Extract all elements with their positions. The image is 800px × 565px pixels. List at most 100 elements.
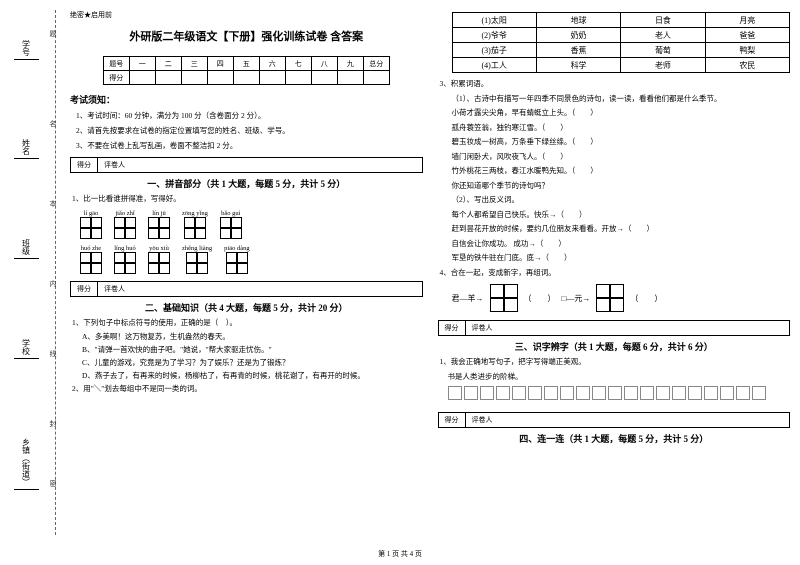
th: 一	[129, 57, 155, 71]
score-col: 评卷人	[98, 282, 131, 296]
th: 六	[259, 57, 285, 71]
bind-text: 本	[48, 200, 58, 207]
cell: 老师	[621, 58, 705, 73]
paren: （ ）	[630, 293, 662, 304]
word-table: (1)太阳地球日食月亮 (2)爷爷奶奶老人爸爸 (3)茄子香蕉葡萄鸭梨 (4)工…	[452, 12, 791, 73]
cell: (3)茄子	[452, 43, 536, 58]
poem: 小荷才露尖尖角，早有蜻蜓立上头。（ ）	[452, 108, 791, 119]
sub: （2）、写出反义词。	[452, 195, 791, 206]
combo-row: 君—羊→ （ ） □—元→ （ ）	[452, 284, 791, 312]
bind-text: 内	[48, 280, 58, 287]
right-column: (1)太阳地球日食月亮 (2)爷爷奶奶老人爸爸 (3)茄子香蕉葡萄鸭梨 (4)工…	[438, 10, 791, 540]
binding-line	[55, 10, 56, 535]
td: 得分	[103, 71, 129, 85]
pinyin: jiǎo zhǐ	[115, 210, 134, 217]
score-box: 得分 评卷人	[70, 157, 423, 173]
question: 3、积累词语。	[440, 79, 791, 90]
th: 八	[311, 57, 337, 71]
pinyin: huó zhe	[81, 245, 101, 252]
side-label: 学号	[21, 40, 32, 56]
cell: (4)工人	[452, 58, 536, 73]
antonym: 每个人都希望自己快乐。快乐→（ ）	[452, 210, 791, 221]
question: 1、比一比看谁拼得准，写得好。	[72, 194, 423, 205]
cell: 葡萄	[621, 43, 705, 58]
question: 1、我会正确地写句子，把字写得端正美观。	[440, 357, 791, 368]
score-col: 评卷人	[466, 321, 499, 335]
score-col: 得分	[439, 321, 466, 335]
th: 四	[207, 57, 233, 71]
pinyin: yōu xiù	[149, 245, 169, 252]
tian-grid	[596, 284, 624, 312]
write-boxes	[448, 386, 791, 400]
pinyin: líng huó	[114, 245, 136, 252]
th: 九	[337, 57, 363, 71]
combo-label: 君—羊→	[452, 293, 484, 304]
section-title: 一、拼音部分（共 1 大题，每题 5 分，共计 5 分）	[70, 177, 423, 190]
pinyin-row: lí gāo jiǎo zhǐ lín jū zōng yǐng bǎo guì	[80, 210, 423, 239]
score-box: 得分 评卷人	[438, 320, 791, 336]
page-footer: 第 1 页 共 4 页	[0, 549, 800, 559]
secret-label: 绝密★启用前	[70, 10, 423, 20]
bind-text: 封	[48, 420, 58, 427]
pinyin: zōng yǐng	[182, 210, 208, 217]
score-box: 得分 评卷人	[70, 281, 423, 297]
pinyin: piāo dàng	[224, 245, 249, 252]
tian-grid	[490, 284, 518, 312]
cell: 地球	[536, 13, 620, 28]
section-title: 三、识字辨字（共 1 大题，每题 6 分，共计 6 分）	[438, 340, 791, 353]
pinyin: lín jū	[152, 210, 166, 217]
bind-text: 线	[48, 350, 58, 357]
poem: 你还知道哪个季节的诗句吗？	[452, 181, 791, 192]
choice: B、"请弹一首欢快的曲子吧。"她说，"帮大家驱走忧伤。"	[82, 344, 423, 355]
section-title: 四、连一连（共 1 大题，每题 5 分，共计 5 分）	[438, 432, 791, 445]
question: 2、用"＼"划去每组中不是同一类的词。	[72, 384, 423, 395]
side-label: 姓名	[21, 139, 32, 155]
notice-item: 2、请首先按要求在试卷的指定位置填写您的姓名、班级、学号。	[76, 125, 423, 136]
cell: 鸭梨	[705, 43, 789, 58]
notice-item: 3、不要在试卷上乱写乱画，卷面不整洁扣 2 分。	[76, 140, 423, 151]
th: 三	[181, 57, 207, 71]
sentence: 书是人类进步的阶梯。	[448, 372, 791, 383]
cell: 日食	[621, 13, 705, 28]
antonym: 军垦的铁牛驻在门底。底→（ ）	[452, 253, 791, 264]
section-title: 二、基础知识（共 4 大题，每题 5 分，共计 20 分）	[70, 301, 423, 314]
th: 七	[285, 57, 311, 71]
exam-title: 外研版二年级语文【下册】强化训练试卷 含答案	[70, 28, 423, 44]
choice: C、儿童的游戏，究竟是为了学习？为了娱乐？还是为了锻炼？	[82, 357, 423, 368]
poem: 竹外桃花三两枝，春江水暖鸭先知。（ ）	[452, 166, 791, 177]
cell: 奶奶	[536, 28, 620, 43]
bind-text: 密	[48, 480, 58, 487]
cell: 香蕉	[536, 43, 620, 58]
score-col: 得分	[71, 282, 98, 296]
pinyin-row: huó zhe líng huó yōu xiù zhěng liàng piā…	[80, 245, 423, 274]
score-col: 评卷人	[466, 413, 499, 427]
cell: 老人	[621, 28, 705, 43]
choice: A、多美啊！这万物复苏，生机盎然的春天。	[82, 331, 423, 342]
side-label: 班级	[21, 239, 32, 255]
poem: 孤舟蓑笠翁，独钓寒江雪。（ ）	[452, 123, 791, 134]
cell: 爸爸	[705, 28, 789, 43]
cell: (1)太阳	[452, 13, 536, 28]
poem: 墙门闲卧犬，风吹夜飞人。（ ）	[452, 152, 791, 163]
notice-item: 1、考试时间：60 分钟，满分为 100 分（含卷面分 2 分）。	[76, 110, 423, 121]
pinyin: zhěng liàng	[182, 245, 212, 252]
combo-label: □—元→	[562, 293, 591, 304]
score-col: 得分	[71, 158, 98, 172]
page-columns: 绝密★启用前 外研版二年级语文【下册】强化训练试卷 含答案 题号 一 二 三 四…	[70, 10, 790, 540]
side-label: 学校	[21, 339, 32, 355]
th: 总分	[363, 57, 389, 71]
cell: 科学	[536, 58, 620, 73]
pinyin: bǎo guì	[221, 210, 240, 217]
choice: D、燕子去了，有再来的时候，杨柳枯了，有再青的时候，桃花谢了，有再开的时候。	[82, 370, 423, 381]
pinyin: lí gāo	[84, 210, 99, 217]
th: 题号	[103, 57, 129, 71]
poem: 碧玉妆成一树高，万条垂下绿丝绦。（ ）	[452, 137, 791, 148]
bind-text: 名	[48, 120, 58, 127]
antonym: 自信会让你成功。 成功→（ ）	[452, 239, 791, 250]
side-labels: 学号 姓名 班级 学校 乡镇（街道）	[6, 0, 46, 530]
question: 1、下列句子中标点符号的使用，正确的是（ ）。	[72, 318, 423, 329]
cell: 农民	[705, 58, 789, 73]
score-col: 评卷人	[98, 158, 131, 172]
question: 4、合在一起，变成新字，再组词。	[440, 268, 791, 279]
th: 二	[155, 57, 181, 71]
